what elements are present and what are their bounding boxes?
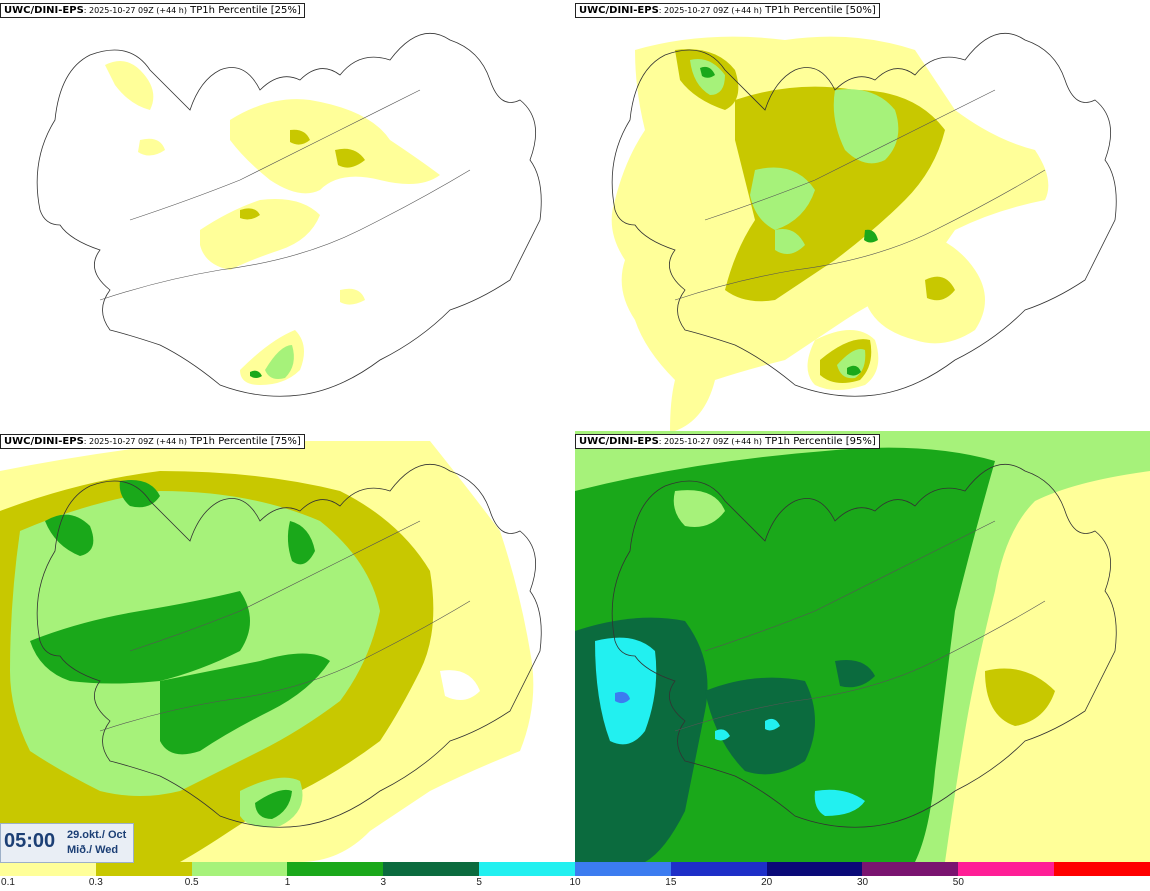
legend-swatch-3: [287, 862, 384, 876]
panel-title-50: UWC/DINI-EPS: 2025-10-27 09Z (+44 h) TP1…: [575, 3, 880, 18]
panel-title-25: UWC/DINI-EPS: 2025-10-27 09Z (+44 h) TP1…: [0, 3, 305, 18]
valid-date-line2: Mið./ Wed: [67, 844, 119, 856]
legend-tick-3: 1: [284, 877, 291, 888]
color-legend: 0.1 0.3 0.5 1 3 5 10 15 20 30 50: [0, 862, 1150, 891]
panel-title-95: UWC/DINI-EPS: 2025-10-27 09Z (+44 h) TP1…: [575, 434, 880, 449]
legend-tick-5: 5: [476, 877, 482, 888]
valid-time-box: 05:00 29.okt./ Oct Mið./ Wed: [0, 823, 134, 863]
legend-tick-4: 3: [380, 877, 387, 888]
map-panel-75: UWC/DINI-EPS: 2025-10-27 09Z (+44 h) TP1…: [0, 431, 575, 862]
legend-swatch-5: [479, 862, 575, 876]
legend-ticks: 0.1 0.3 0.5 1 3 5 10 15 20 30 50: [0, 876, 1150, 891]
legend-swatch-1: [95, 862, 192, 876]
panel-title-75: UWC/DINI-EPS: 2025-10-27 09Z (+44 h) TP1…: [0, 434, 305, 449]
legend-tick-0: 0.1: [1, 877, 15, 888]
precip-map-50: [611, 32, 1117, 431]
map-panel-25: UWC/DINI-EPS: 2025-10-27 09Z (+44 h) TP1…: [0, 0, 575, 431]
legend-color-bar: [0, 862, 1150, 876]
precip-map-75: [0, 431, 575, 862]
legend-swatch-0: [0, 862, 96, 876]
legend-tick-7: 15: [665, 877, 677, 888]
precip-map-95: [575, 431, 1150, 862]
legend-tick-10: 50: [952, 877, 964, 888]
precip-map-25: [36, 32, 542, 397]
map-panel-50: UWC/DINI-EPS: 2025-10-27 09Z (+44 h) TP1…: [575, 0, 1150, 431]
legend-swatch-4: [383, 862, 480, 876]
legend-tick-2: 0.5: [184, 877, 199, 888]
legend-swatch-9: [862, 862, 959, 876]
legend-swatch-2: [191, 862, 288, 876]
legend-tick-1: 0.3: [88, 877, 103, 888]
legend-swatch-10: [958, 862, 1055, 876]
legend-tick-8: 20: [761, 877, 773, 888]
legend-swatch-7: [670, 862, 767, 876]
legend-swatch-6: [574, 862, 671, 876]
legend-tick-9: 30: [856, 877, 869, 888]
legend-tick-6: 10: [569, 877, 581, 888]
valid-time-clock: 05:00: [4, 830, 56, 852]
valid-date-line1: 29.okt./ Oct: [67, 829, 127, 841]
map-panel-95: UWC/DINI-EPS: 2025-10-27 09Z (+44 h) TP1…: [575, 431, 1150, 862]
legend-swatch-11: [1054, 862, 1150, 876]
legend-swatch-8: [766, 862, 863, 876]
